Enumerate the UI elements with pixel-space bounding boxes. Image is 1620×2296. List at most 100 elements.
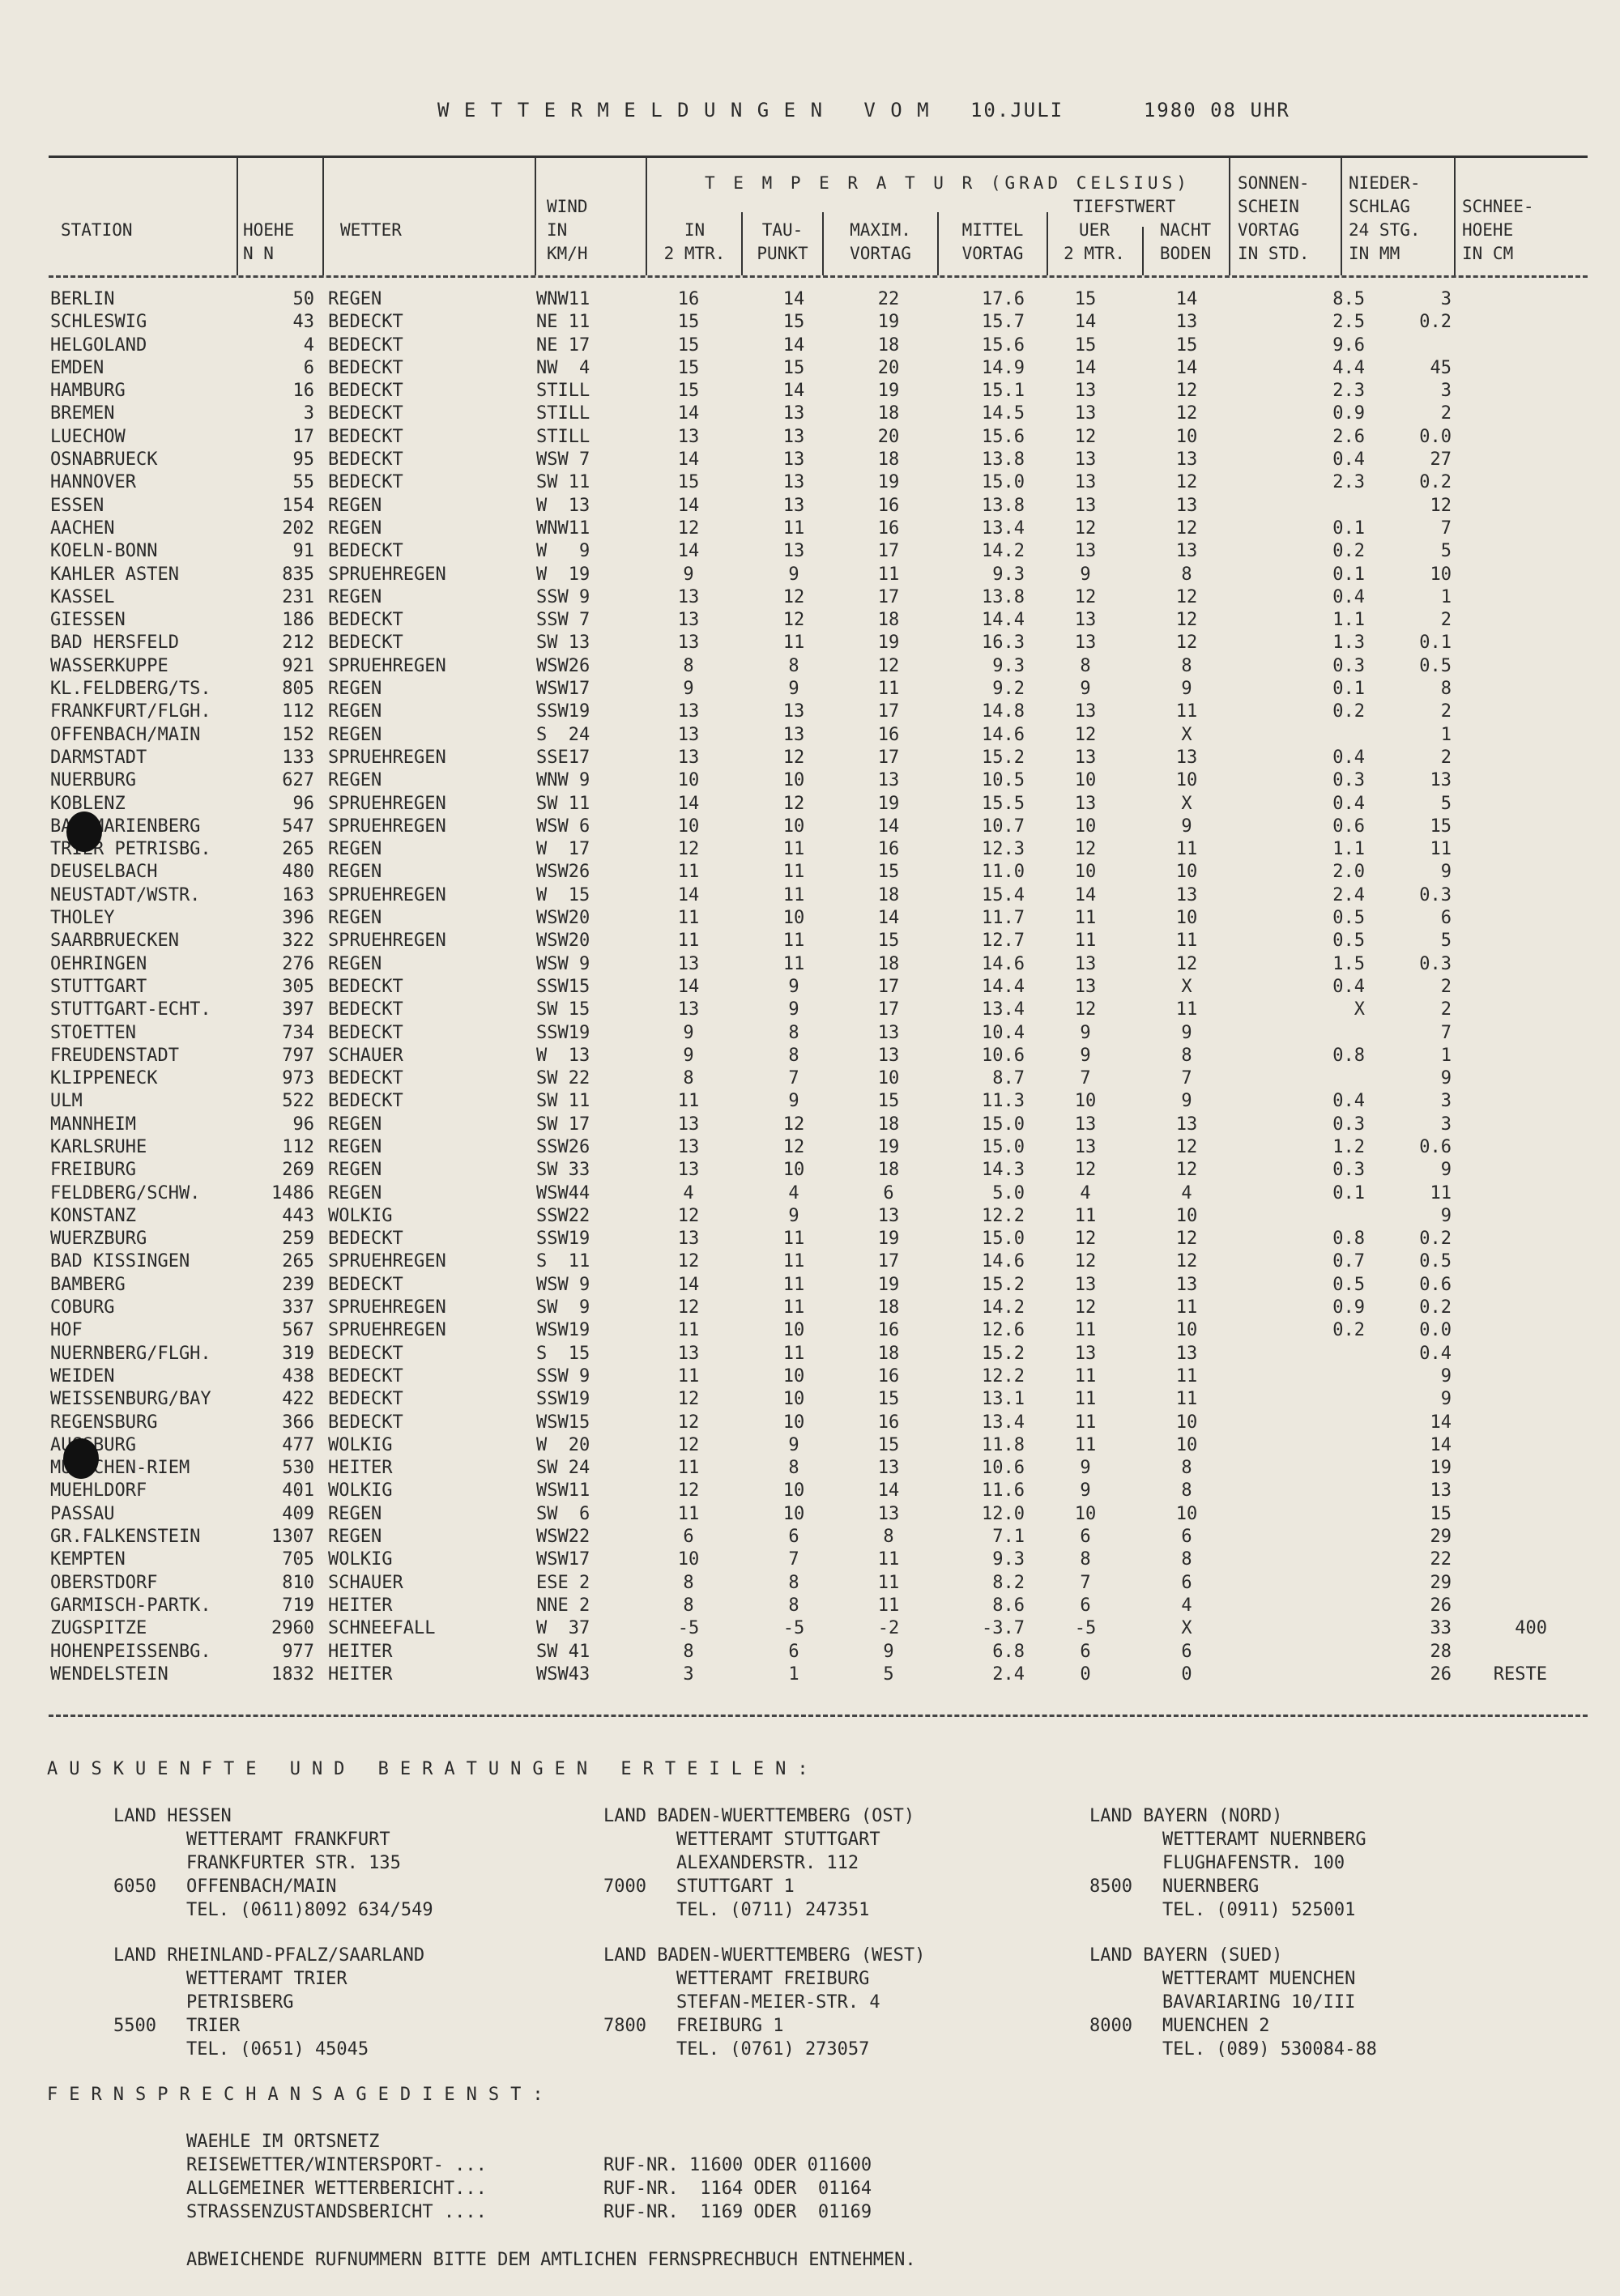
table-row: REGENSBURG 366 BEDECKT WSW15 12 10 16 13.4 11 10 1…	[0, 1412, 1620, 1434]
cell-maxim: 18	[877, 953, 900, 974]
cell-mittel: 8.7	[992, 1068, 1025, 1089]
contact-tel: TEL. (0711) 247351	[676, 1900, 870, 1920]
cell-maxim: 10	[877, 1068, 900, 1089]
cell-maxim: 9	[883, 1641, 894, 1662]
cell-boden: 13	[1175, 747, 1198, 768]
table-row: FRANKFURT/FLGH. 112 REGEN SSW19 13 13 17 14.8 13…	[0, 701, 1620, 723]
cell-niederschlag: 22	[1430, 1549, 1452, 1570]
cell-tief-2m: 6	[1080, 1527, 1091, 1548]
cell-wind: S 11	[536, 1251, 590, 1272]
cell-niederschlag: 9	[1440, 1205, 1452, 1226]
cell-hoehe: 1307	[271, 1527, 314, 1548]
cell-niederschlag: 33	[1430, 1618, 1452, 1639]
cell-niederschlag: 0.3	[1419, 884, 1452, 905]
cell-mittel: 12.0	[982, 1503, 1025, 1524]
cell-wetter: REGEN	[328, 701, 382, 722]
cell-station: KAHLER ASTEN	[50, 564, 179, 585]
table-row: HANNOVER 55 BEDECKT SW 11 15 13 19 15.0 13 12 2.3 0…	[0, 471, 1620, 494]
cell-tief-2m: 10	[1074, 862, 1097, 883]
column-divider	[646, 155, 647, 275]
cell-niederschlag: 9	[1440, 1068, 1452, 1089]
cell-boden: 14	[1175, 357, 1198, 378]
cell-wetter: BEDECKT	[328, 403, 403, 424]
cell-hoehe: 438	[282, 1365, 314, 1387]
cell-tief-2m: 13	[1074, 747, 1097, 768]
cell-boden: 10	[1175, 1205, 1198, 1226]
cell-station: KLIPPENECK	[50, 1068, 158, 1089]
contact-city: MUENCHEN 2	[1162, 2016, 1270, 2036]
service-nr: RUF-NR. 1169 ODER 01169	[603, 2202, 872, 2222]
cell-maxim: 15	[877, 1091, 900, 1112]
contact-plz: 7000	[603, 1876, 646, 1897]
cell-sonnenschein: 0.5	[1332, 931, 1365, 952]
cell-maxim: 16	[877, 839, 900, 860]
cell-boden: 4	[1181, 1595, 1192, 1616]
cell-mittel: 12.2	[982, 1365, 1025, 1387]
cell-wind: SW 11	[536, 472, 590, 493]
cell-station: FREUDENSTADT	[50, 1045, 179, 1066]
cell-mittel: 8.2	[992, 1572, 1025, 1593]
cell-station: STUTTGART-ECHT.	[50, 999, 211, 1020]
cell-niederschlag: 0.1	[1419, 633, 1452, 654]
cell-boden: 13	[1175, 1343, 1198, 1364]
cell-taupunkt: 10	[782, 1365, 805, 1387]
cell-mittel: 14.6	[982, 724, 1025, 745]
cell-temp-2m: 12	[677, 518, 700, 539]
cell-wetter: REGEN	[328, 839, 382, 860]
cell-mittel: 12.3	[982, 839, 1025, 860]
cell-sonnenschein: 0.2	[1332, 701, 1365, 722]
cell-boden: 11	[1175, 701, 1198, 722]
cell-tief-2m: 0	[1080, 1663, 1091, 1685]
table-row: KARLSRUHE 112 REGEN SSW26 13 12 19 15.0 13 12 1.2 0…	[0, 1136, 1620, 1159]
cell-boden: 9	[1181, 1022, 1192, 1043]
cell-taupunkt: 13	[782, 449, 805, 471]
cell-wind: SSW22	[536, 1205, 590, 1226]
cell-hoehe: 397	[282, 999, 314, 1020]
cell-mittel: 8.6	[992, 1595, 1025, 1616]
cell-maxim: 17	[877, 541, 900, 562]
cell-wind: WSW 7	[536, 449, 590, 471]
cell-station: PASSAU	[50, 1503, 115, 1524]
cell-maxim: 19	[877, 1274, 900, 1295]
fernsprech-heading: FERNSPRECHANSAGEDIENST:	[47, 2085, 555, 2105]
punch-hole	[66, 811, 102, 852]
cell-taupunkt: 6	[788, 1641, 799, 1662]
cell-station: MANNHEIM	[50, 1114, 136, 1135]
cell-wind: SSW15	[536, 976, 590, 997]
cell-station: STUTTGART	[50, 976, 147, 997]
cell-wetter: BEDECKT	[328, 312, 403, 333]
cell-temp-2m: 16	[677, 289, 700, 309]
cell-station: REGENSBURG	[50, 1412, 158, 1433]
cell-taupunkt: 13	[782, 426, 805, 447]
cell-boden: 0	[1181, 1663, 1192, 1685]
cell-hoehe: 443	[282, 1205, 314, 1226]
cell-niederschlag: 0.6	[1419, 1274, 1452, 1295]
cell-sonnenschein: X	[1354, 999, 1365, 1020]
table-row: EMDEN 6 BEDECKT NW 4 15 15 20 14.9 14 14 4.4 45	[0, 357, 1620, 380]
cell-tief-2m: 11	[1074, 931, 1097, 952]
cell-maxim: 19	[877, 312, 900, 333]
cell-hoehe: 96	[292, 1114, 315, 1135]
cell-taupunkt: 7	[788, 1549, 799, 1570]
cell-boden: 12	[1175, 1251, 1198, 1272]
cell-sonnenschein: 0.4	[1332, 793, 1365, 814]
cell-wetter: REGEN	[328, 1527, 382, 1548]
contact-amt: WETTERAMT TRIER	[186, 1969, 347, 1989]
table-row: ESSEN 154 REGEN W 13 14 13 16 13.8 13 13 12	[0, 495, 1620, 518]
cell-sonnenschein: 0.4	[1332, 1091, 1365, 1112]
cell-hoehe: 1832	[271, 1663, 314, 1685]
table-row: GARMISCH-PARTK. 719 HEITER NNE 2 8 8 11 8.6 6 4 26	[0, 1595, 1620, 1617]
cell-maxim: 14	[877, 1480, 900, 1502]
cell-temp-2m: 12	[677, 839, 700, 860]
cell-mittel: 13.8	[982, 495, 1025, 516]
cell-taupunkt: 15	[782, 312, 805, 333]
cell-taupunkt: 11	[782, 884, 805, 905]
cell-wind: SW 11	[536, 1091, 590, 1112]
cell-niederschlag: 0.6	[1419, 1136, 1452, 1157]
cell-taupunkt: 8	[788, 1022, 799, 1043]
table-row: KAHLER ASTEN 835 SPRUEHREGEN W 19 9 9 11 9.3 9 8 0…	[0, 564, 1620, 586]
cell-niederschlag: 2	[1440, 999, 1452, 1020]
table-row: WEISSENBURG/BAY 422 BEDECKT SSW19 12 10 15 13.1…	[0, 1388, 1620, 1411]
cell-taupunkt: 13	[782, 403, 805, 424]
cell-mittel: 15.6	[982, 334, 1025, 356]
